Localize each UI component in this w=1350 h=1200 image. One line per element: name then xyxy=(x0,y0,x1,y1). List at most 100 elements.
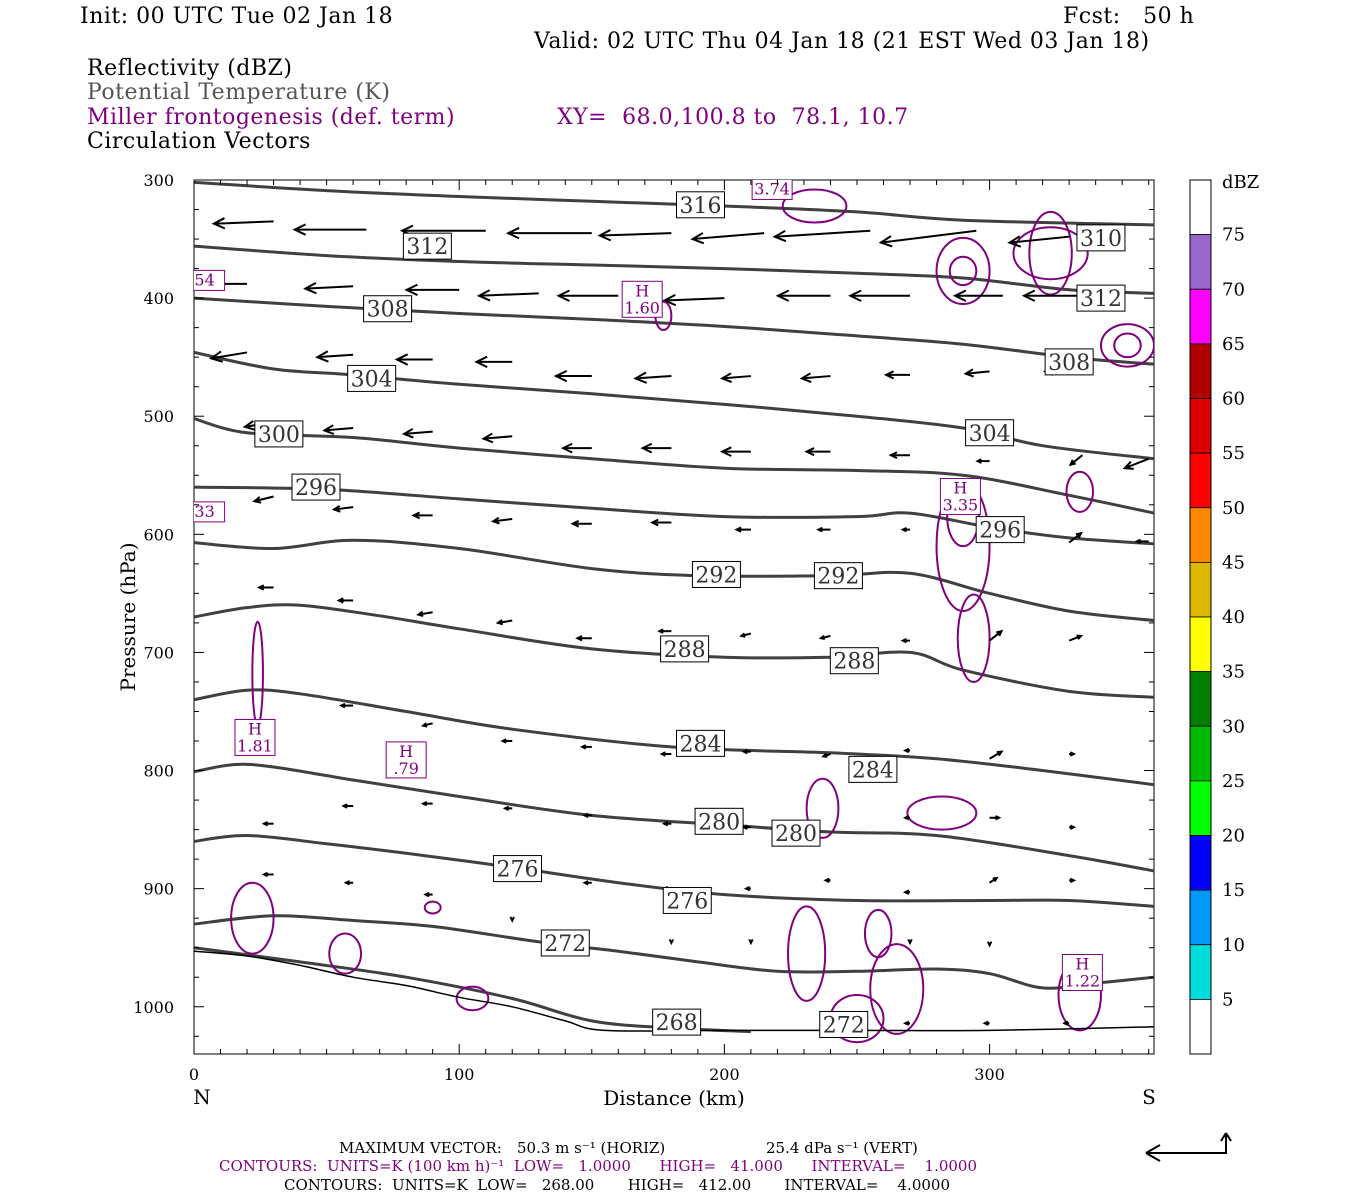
frontogenesis-label: H1.60 xyxy=(621,280,663,318)
terrain-line xyxy=(194,950,1154,1032)
theta-contour-280 xyxy=(194,762,1154,873)
x-tick-label: 0 xyxy=(189,1065,199,1084)
theta-contour-276 xyxy=(194,833,1154,908)
circulation-vector xyxy=(989,815,1002,821)
y-tick-label: 700 xyxy=(143,643,174,662)
theta-label: 292 xyxy=(691,560,741,588)
reference-vector-icon xyxy=(1145,1132,1232,1162)
colorbar-tick-label: 15 xyxy=(1222,880,1245,901)
circulation-vector xyxy=(322,424,354,435)
theta-label-text: 308 xyxy=(1048,351,1090,376)
circulation-vector xyxy=(775,289,831,302)
theta-label: 280 xyxy=(771,819,821,847)
theta-label: 288 xyxy=(829,647,879,675)
frontogenesis-label: H1.81 xyxy=(234,718,276,756)
circulation-vector xyxy=(401,427,433,439)
frontogenesis-label-text: .79 xyxy=(393,759,418,778)
frontogenesis-contour xyxy=(781,188,848,224)
circulation-vector xyxy=(500,738,513,744)
y-axis-label: Pressure (hPa) xyxy=(116,543,140,692)
colorbar-tick-label: 65 xyxy=(1222,334,1245,355)
circulation-vector xyxy=(900,526,911,533)
circulation-vector xyxy=(883,370,911,380)
theta-label: 304 xyxy=(965,419,1015,447)
theta-contour-316 xyxy=(194,180,1154,227)
circulation-vector xyxy=(902,815,911,821)
colorbar-tick-label: 10 xyxy=(1222,935,1245,956)
circulation-vector xyxy=(490,516,513,525)
colorbar-segment xyxy=(1189,725,1212,782)
theta-contour-272 xyxy=(194,914,1154,990)
colorbar-segment xyxy=(1189,998,1212,1055)
circulation-vector xyxy=(719,446,751,457)
colorbar-tick-label: 50 xyxy=(1222,498,1245,519)
circulation-vector xyxy=(719,372,751,383)
circulation-vector xyxy=(690,232,765,245)
colorbar-segment xyxy=(1189,671,1212,727)
circulation-vector xyxy=(989,750,1004,760)
circulation-vector xyxy=(902,747,911,754)
circulation-vector xyxy=(315,350,354,363)
colorbar-segment xyxy=(1189,507,1212,563)
legend-reflectivity: Reflectivity (dBZ) xyxy=(87,56,293,81)
circulation-vector xyxy=(481,432,513,444)
theta-label-text: 284 xyxy=(680,732,722,757)
frontogenesis-contour xyxy=(328,932,363,975)
theta-label: 296 xyxy=(975,516,1025,544)
theta-label: 276 xyxy=(493,855,543,883)
circulation-vector xyxy=(823,877,831,884)
circulation-vector xyxy=(907,938,913,946)
theta-label-text: 312 xyxy=(406,235,448,260)
circulation-vector xyxy=(261,871,274,878)
theta-label-text: 284 xyxy=(852,758,894,783)
frontogenesis-contour xyxy=(455,985,490,1012)
circulation-vector xyxy=(816,526,831,533)
circulation-vector xyxy=(734,526,751,533)
colorbar-segment xyxy=(1189,343,1212,399)
frontogenesis-label-text: H xyxy=(953,479,967,498)
x-tick-label: 200 xyxy=(709,1065,740,1084)
theta-label-text: 276 xyxy=(497,858,539,883)
circulation-vector xyxy=(336,597,354,604)
footer-contours-theta: CONTOURS: UNITS=K LOW= 268.00 HIGH= 412.… xyxy=(284,1176,950,1194)
frontogenesis-label-text: 33 xyxy=(194,502,214,521)
frontogenesis-contour xyxy=(869,943,925,1035)
circulation-vector xyxy=(404,283,460,296)
circulation-vector xyxy=(411,511,433,520)
circulation-vector xyxy=(902,889,911,895)
theta-label-text: 268 xyxy=(656,1011,698,1036)
frontogenesis-label: 54 xyxy=(194,269,226,291)
colorbar-tick-label: 70 xyxy=(1222,279,1245,300)
frontogenesis-contour xyxy=(805,777,840,839)
colorbar-segment xyxy=(1189,889,1212,946)
circulation-vector xyxy=(888,451,911,459)
colorbar-segment xyxy=(1189,780,1212,836)
circulation-vector xyxy=(597,229,672,242)
circulation-vector xyxy=(741,824,751,830)
theta-label: 300 xyxy=(254,420,304,448)
frontogenesis-label-text: 1.60 xyxy=(624,298,660,317)
theta-label: 284 xyxy=(676,729,726,757)
y-tick-label: 900 xyxy=(143,880,174,899)
colorbar-segment xyxy=(1189,616,1212,673)
circulation-vector xyxy=(420,800,433,807)
circulation-vector xyxy=(821,752,831,758)
circulation-vector xyxy=(343,880,354,886)
frontogenesis-label-text: H xyxy=(399,742,413,761)
circulation-vector xyxy=(657,628,672,634)
colorbar-segment xyxy=(1189,179,1212,236)
frontogenesis-label-text: 1.81 xyxy=(237,736,273,755)
circulation-vector xyxy=(649,518,672,527)
circulation-vector xyxy=(848,289,911,302)
circulation-vector xyxy=(1069,751,1077,757)
colorbar-tick-label: 60 xyxy=(1222,389,1245,410)
frontogenesis-contour xyxy=(956,593,991,683)
max-vector-horiz: 50.3 m s⁻¹ (HORIZ) xyxy=(517,1139,666,1157)
theta-label: 312 xyxy=(1076,284,1126,312)
theta-label-text: 288 xyxy=(664,638,706,663)
legend-frontogenesis: Miller frontogenesis (def. term) xyxy=(87,105,456,130)
colorbar-segment xyxy=(1189,452,1212,509)
theta-label-text: 308 xyxy=(367,298,409,323)
theta-label: 308 xyxy=(363,295,413,323)
circulation-vector xyxy=(975,458,990,464)
